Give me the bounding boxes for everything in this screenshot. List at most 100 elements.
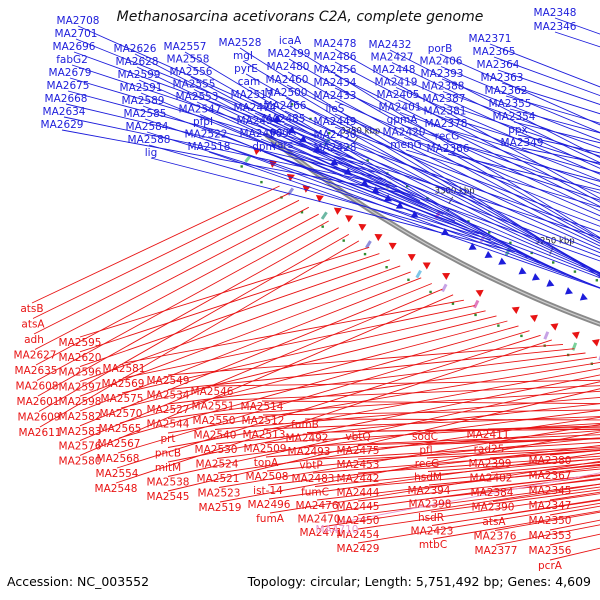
gene-label-ma2548: MA2548 — [95, 483, 138, 495]
leader-line — [65, 103, 386, 181]
misc-feature-mark — [504, 247, 511, 256]
leader-line — [215, 403, 600, 445]
gene-label-vars: vars — [271, 139, 293, 151]
reverse-gene-arrow — [475, 289, 484, 298]
leader-line — [430, 489, 600, 513]
leader-line — [399, 112, 600, 188]
leader-line — [357, 446, 600, 460]
misc-feature-mark — [365, 240, 372, 249]
leader-line — [150, 157, 516, 253]
gene-label-ma2522: MA2522 — [185, 129, 228, 141]
leader-line — [395, 87, 600, 175]
gene-label-ma2581: MA2581 — [103, 363, 146, 375]
leader-line — [288, 58, 600, 240]
leader-line — [405, 149, 600, 208]
leader-line — [261, 400, 600, 405]
marker-dot — [405, 184, 409, 188]
leader-line — [79, 283, 432, 427]
reverse-gene-arrow — [302, 185, 311, 193]
gene-label-ma2556: MA2556 — [170, 66, 213, 78]
gene-label-pfl: pfl — [419, 445, 432, 457]
gene-label-ma2509: MA2509 — [244, 443, 287, 455]
misc-feature-mark — [543, 331, 550, 340]
gene-label-ma2576: MA2576 — [59, 441, 102, 453]
gene-label-ma2365: MA2365 — [473, 46, 516, 58]
leader-line — [391, 62, 600, 164]
marker-dot — [407, 278, 410, 282]
gene-label-hsdr: hsdR — [418, 512, 444, 524]
leader-line — [441, 78, 600, 141]
gene-label-ma2345: MA2345 — [529, 485, 572, 497]
gene-label-ma2376: MA2376 — [474, 531, 517, 543]
marker-dot — [426, 197, 429, 200]
leader-line — [263, 151, 600, 279]
gene-label-recg: recG — [415, 458, 439, 470]
gene-label-ma2366: MA2366 — [427, 143, 470, 155]
gene-label-atsa: atsA — [482, 516, 506, 528]
gene-label-ma2550: MA2550 — [193, 415, 236, 427]
leader-line — [312, 449, 600, 474]
leader-line — [265, 430, 600, 458]
gene-label-ma2582: MA2582 — [59, 411, 102, 423]
reverse-gene-arrow — [550, 323, 559, 331]
gene-label-ma2399: MA2399 — [469, 458, 512, 470]
forward-gene-labels: MA2708MA2701MA2696fabG2MA2679MA2675MA266… — [41, 7, 577, 159]
reverse-gene-arrow — [388, 242, 397, 250]
gene-label-ma2608: MA2608 — [16, 381, 59, 393]
gene-label-ma2528: MA2528 — [219, 37, 262, 49]
gene-label-ma2601: MA2601 — [17, 396, 60, 408]
leader-line — [79, 265, 401, 382]
leader-line — [32, 192, 290, 319]
gene-label-fuma: fumA — [256, 513, 285, 525]
marker-dot — [363, 252, 367, 256]
marker-dot — [467, 220, 470, 223]
gene-label-ma2432: MA2432 — [369, 39, 412, 51]
leader-line — [79, 246, 370, 338]
gene-label-ma2518: MA2518 — [188, 141, 231, 153]
misc-feature-mark — [441, 283, 448, 293]
reverse-gene-arrow — [358, 223, 367, 232]
gene-label-fumb: fumB — [291, 419, 319, 431]
leader-line — [196, 101, 577, 280]
gene-label-rad25: rad25 — [474, 444, 505, 456]
leader-line — [79, 277, 422, 412]
leader-line — [79, 253, 380, 353]
leader-line — [118, 325, 519, 439]
forward-gene-arrow — [484, 250, 493, 259]
leader-line — [316, 466, 600, 501]
gene-label-ma2635: MA2635 — [15, 365, 58, 377]
leader-line — [443, 103, 600, 157]
gene-label-ma2540: MA2540 — [194, 430, 237, 442]
leader-line — [263, 416, 600, 430]
genome-backbone — [264, 132, 600, 327]
leader-line — [190, 76, 553, 269]
gene-label-fabg2: fabG2 — [56, 54, 88, 66]
forward-gene-arrow — [565, 287, 573, 295]
gene-label-ma2367: MA2367 — [529, 470, 572, 482]
leader-line — [440, 66, 600, 133]
gene-label-ma2405: MA2405 — [377, 89, 420, 101]
leader-line — [67, 90, 375, 173]
marker-dot — [573, 270, 577, 273]
reverse-gene-arrow — [591, 339, 600, 347]
leader-line — [334, 139, 600, 233]
gene-label-ma2471: MA2471 — [300, 527, 343, 539]
leader-line — [79, 259, 390, 368]
leader-line — [334, 113, 600, 222]
gene-label-ma2492: MA2492 — [286, 433, 329, 445]
leader-line — [120, 315, 497, 409]
leader-line — [134, 53, 421, 202]
leader-line — [444, 116, 600, 165]
leader-line — [284, 110, 600, 250]
leader-line — [283, 123, 600, 254]
gene-label-ma2585: MA2585 — [124, 108, 167, 120]
leader-line — [31, 185, 280, 304]
gene-label-gpma: gpmA — [387, 114, 419, 126]
gene-label-ist-14: ist-14 — [253, 485, 283, 497]
forward-gene-arrow — [468, 242, 477, 250]
gene-label-ma2490: MA2490 — [240, 128, 283, 140]
leader-line — [304, 418, 600, 421]
gene-label-ma2347: MA2347 — [529, 500, 572, 512]
gene-label-ma2591: MA2591 — [120, 82, 163, 94]
gene-label-ma2356: MA2356 — [529, 545, 572, 557]
